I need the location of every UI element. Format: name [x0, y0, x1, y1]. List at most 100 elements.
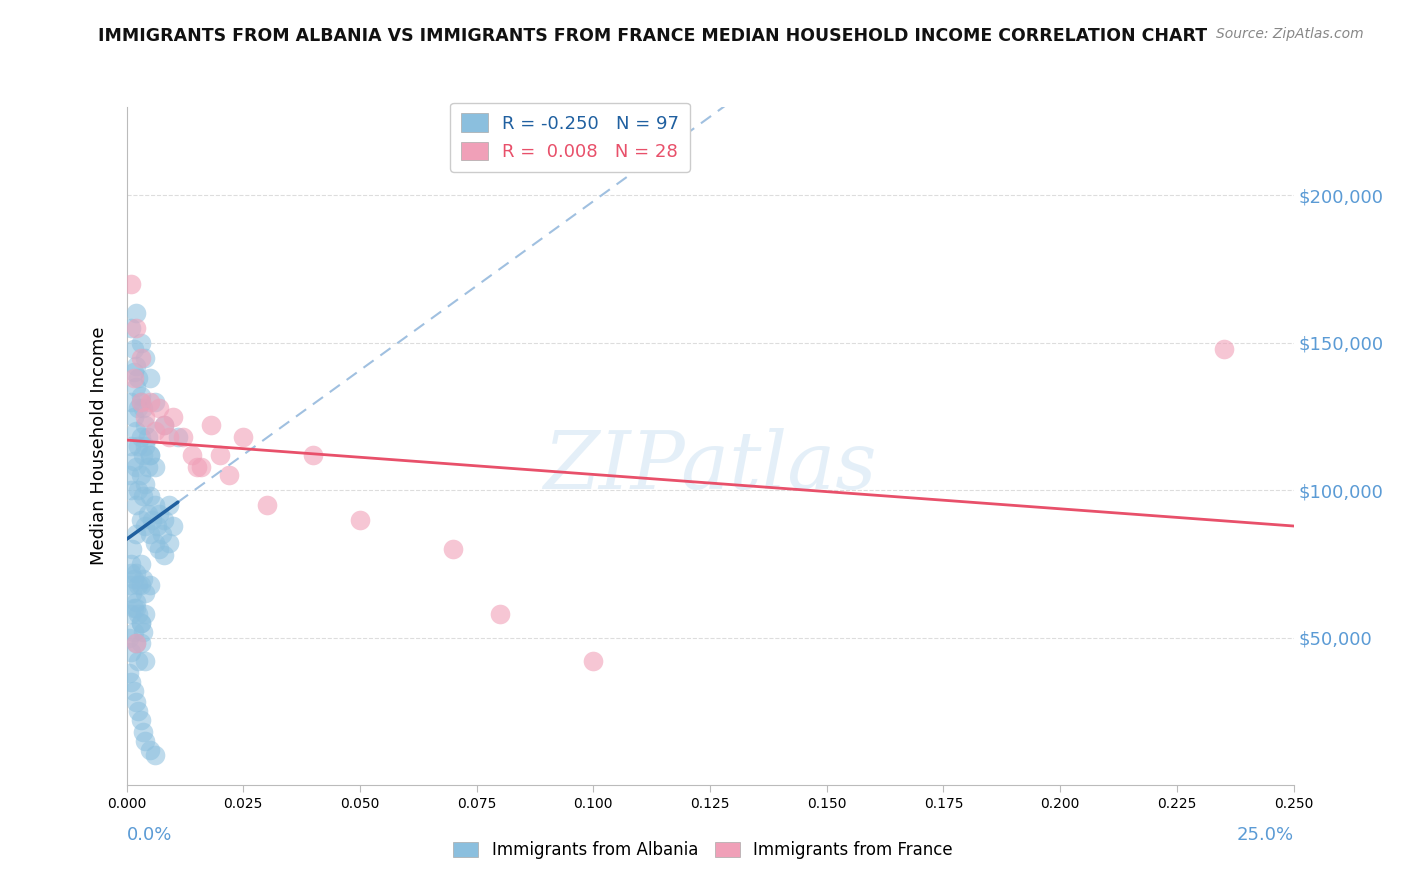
Point — [122, 342, 145, 356]
Point — [134, 418, 156, 433]
Point — [157, 430, 180, 444]
Point — [122, 409, 145, 424]
Point — [232, 430, 254, 444]
Point — [125, 498, 148, 512]
Point — [132, 725, 155, 739]
Point — [122, 572, 145, 586]
Point — [122, 624, 145, 639]
Point — [127, 654, 149, 668]
Point — [132, 489, 155, 503]
Point — [146, 518, 169, 533]
Point — [134, 351, 156, 365]
Point — [120, 645, 142, 659]
Point — [120, 439, 142, 453]
Point — [157, 536, 180, 550]
Point — [125, 527, 148, 541]
Point — [120, 277, 142, 291]
Point — [121, 542, 143, 557]
Point — [143, 536, 166, 550]
Point — [150, 527, 173, 541]
Point — [148, 507, 170, 521]
Legend: R = -0.250   N = 97, R =  0.008   N = 28: R = -0.250 N = 97, R = 0.008 N = 28 — [450, 103, 690, 172]
Point — [127, 401, 149, 415]
Point — [143, 459, 166, 474]
Point — [127, 439, 149, 453]
Point — [127, 704, 149, 718]
Point — [129, 615, 152, 630]
Point — [129, 335, 152, 350]
Point — [120, 674, 142, 689]
Point — [153, 513, 176, 527]
Point — [190, 459, 212, 474]
Point — [172, 430, 194, 444]
Point — [125, 601, 148, 615]
Point — [129, 513, 152, 527]
Point — [129, 636, 152, 650]
Point — [139, 371, 162, 385]
Point — [134, 654, 156, 668]
Point — [118, 665, 141, 680]
Text: IMMIGRANTS FROM ALBANIA VS IMMIGRANTS FROM FRANCE MEDIAN HOUSEHOLD INCOME CORREL: IMMIGRANTS FROM ALBANIA VS IMMIGRANTS FR… — [98, 27, 1208, 45]
Point — [139, 448, 162, 462]
Point — [132, 401, 155, 415]
Point — [489, 607, 512, 621]
Point — [139, 489, 162, 503]
Point — [139, 577, 162, 591]
Point — [118, 468, 141, 483]
Point — [120, 566, 142, 580]
Point — [186, 459, 208, 474]
Point — [129, 430, 152, 444]
Point — [134, 477, 156, 491]
Point — [125, 359, 148, 374]
Text: 25.0%: 25.0% — [1236, 826, 1294, 844]
Point — [118, 631, 141, 645]
Point — [143, 498, 166, 512]
Point — [167, 430, 190, 444]
Point — [153, 418, 176, 433]
Point — [125, 306, 148, 320]
Point — [129, 468, 152, 483]
Point — [125, 321, 148, 335]
Point — [125, 636, 148, 650]
Point — [129, 351, 152, 365]
Point — [127, 483, 149, 498]
Point — [218, 468, 240, 483]
Point — [125, 566, 148, 580]
Point — [139, 394, 162, 409]
Point — [134, 607, 156, 621]
Point — [180, 448, 202, 462]
Point — [582, 654, 605, 668]
Point — [148, 401, 170, 415]
Point — [134, 409, 156, 424]
Point — [136, 507, 159, 521]
Text: 0.0%: 0.0% — [127, 826, 172, 844]
Point — [125, 380, 148, 394]
Text: Source: ZipAtlas.com: Source: ZipAtlas.com — [1216, 27, 1364, 41]
Point — [208, 448, 231, 462]
Point — [129, 577, 152, 591]
Point — [139, 742, 162, 756]
Point — [349, 513, 371, 527]
Point — [127, 607, 149, 621]
Point — [122, 454, 145, 468]
Point — [143, 424, 166, 438]
Y-axis label: Median Household Income: Median Household Income — [90, 326, 108, 566]
Point — [141, 513, 163, 527]
Point — [122, 365, 145, 379]
Point — [148, 542, 170, 557]
Point — [125, 424, 148, 438]
Point — [122, 371, 145, 385]
Point — [121, 586, 143, 600]
Point — [256, 498, 278, 512]
Point — [120, 394, 142, 409]
Point — [132, 624, 155, 639]
Point — [127, 577, 149, 591]
Point — [162, 518, 184, 533]
Point — [134, 733, 156, 747]
Point — [129, 389, 152, 403]
Point — [120, 557, 142, 571]
Point — [302, 448, 325, 462]
Point — [134, 439, 156, 453]
Text: ZIPatlas: ZIPatlas — [543, 427, 877, 505]
Legend: Immigrants from Albania, Immigrants from France: Immigrants from Albania, Immigrants from… — [447, 835, 959, 866]
